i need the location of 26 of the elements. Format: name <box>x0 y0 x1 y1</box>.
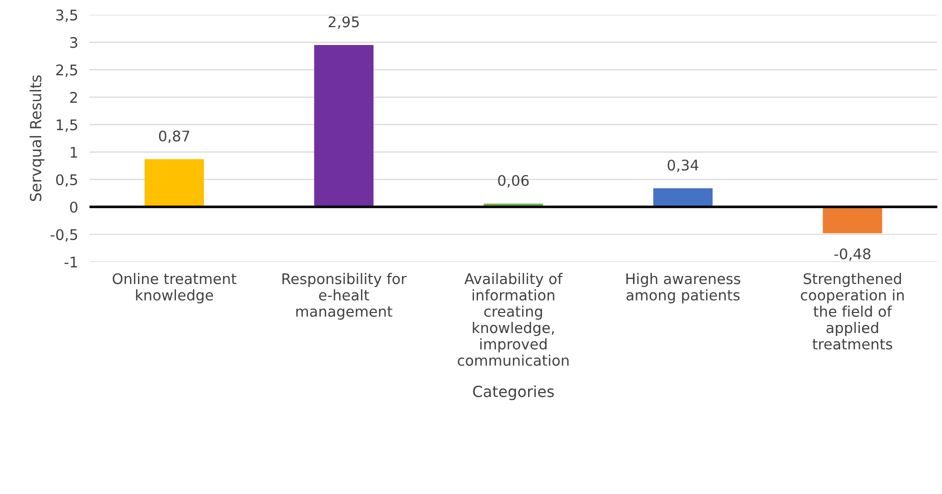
y-tick-label: 0 <box>70 202 78 213</box>
y-tick-label: 3,5 <box>56 10 78 22</box>
y-tick-label: 2,5 <box>56 64 78 77</box>
data-label: 0,34 <box>668 160 698 172</box>
x-axis-title: Categories <box>473 385 554 400</box>
y-tick-label: -0,5 <box>50 229 78 242</box>
y-tick-label: 1 <box>70 146 78 158</box>
y-tick-label: 0,5 <box>56 174 78 187</box>
data-label: -0,48 <box>834 248 870 261</box>
data-label: 0,87 <box>158 130 190 144</box>
y-tick-label: 1,5 <box>56 120 78 132</box>
x-tick-label: Online treatment knowledge <box>112 272 236 304</box>
y-axis-title: Servqual Results <box>30 75 44 202</box>
bar <box>314 45 374 207</box>
y-tick-label: -1 <box>64 256 78 268</box>
bar <box>822 206 882 234</box>
data-label: 0,06 <box>498 174 529 188</box>
bar <box>653 188 713 207</box>
y-tick-label: 3 <box>70 36 78 48</box>
x-tick-label: Responsibility for e-healt management <box>282 272 407 320</box>
x-tick-label: High awareness among patients <box>626 272 740 304</box>
y-tick-label: 2 <box>70 92 77 103</box>
x-tick-label: Availability of information creating knowledge, improved communication <box>458 272 569 366</box>
x-tick-label: Strengthened cooperation in the field of applied treatments <box>800 272 904 350</box>
bar <box>144 159 204 207</box>
data-label: 2,95 <box>328 16 359 29</box>
